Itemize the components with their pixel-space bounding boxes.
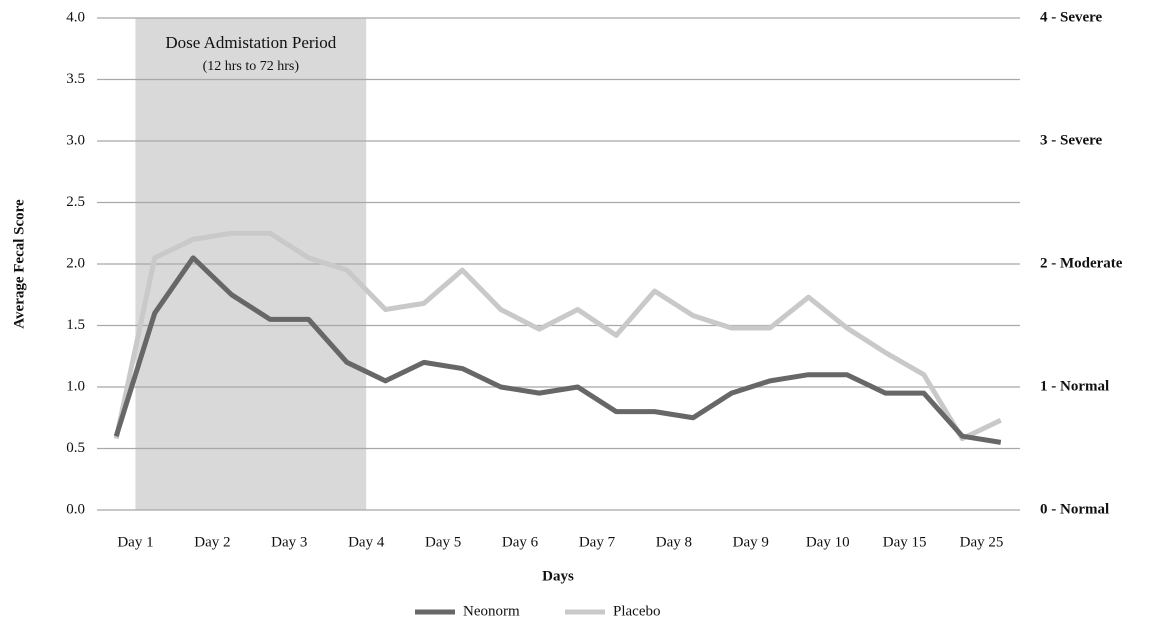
legend-label: Neonorm (463, 603, 520, 619)
y-tick-label: 2.0 (66, 255, 85, 271)
x-tick-label: Day 2 (194, 534, 230, 550)
x-tick-label: Day 25 (960, 534, 1004, 550)
y-tick-label: 3.0 (66, 132, 85, 148)
x-axis-title: Days (542, 568, 574, 584)
y-tick-label: 0.0 (66, 501, 85, 517)
x-tick-label: Day 1 (117, 534, 153, 550)
y2-tick-label: 3 - Severe (1040, 132, 1103, 148)
x-tick-label: Day 7 (579, 534, 616, 550)
y-tick-label: 4.0 (66, 9, 85, 25)
y2-tick-label: 1 - Normal (1040, 378, 1109, 394)
y-tick-label: 3.5 (66, 71, 85, 87)
x-tick-label: Day 9 (733, 534, 769, 550)
x-tick-label: Day 6 (502, 534, 539, 550)
y2-tick-label: 4 - Severe (1040, 9, 1103, 25)
x-tick-label: Day 10 (806, 534, 850, 550)
annotation-subtitle: (12 hrs to 72 hrs) (203, 59, 300, 74)
x-tick-label: Day 5 (425, 534, 461, 550)
y-tick-label: 2.5 (66, 194, 85, 210)
series-line (113, 255, 1002, 445)
y2-tick-label: 2 - Moderate (1040, 255, 1123, 271)
annotation-title: Dose Admistation Period (165, 33, 336, 52)
y-tick-label: 1.5 (66, 317, 85, 333)
y2-tick-label: 0 - Normal (1040, 501, 1109, 517)
legend-label: Placebo (613, 603, 660, 619)
series-line (113, 230, 1002, 442)
x-tick-label: Day 15 (883, 534, 927, 550)
y-tick-label: 1.0 (66, 378, 85, 394)
x-tick-label: Day 3 (271, 534, 307, 550)
y-axis-title: Average Fecal Score (11, 199, 27, 329)
y-tick-label: 0.5 (66, 440, 85, 456)
x-tick-label: Day 8 (656, 534, 692, 550)
x-tick-label: Day 4 (348, 534, 385, 550)
